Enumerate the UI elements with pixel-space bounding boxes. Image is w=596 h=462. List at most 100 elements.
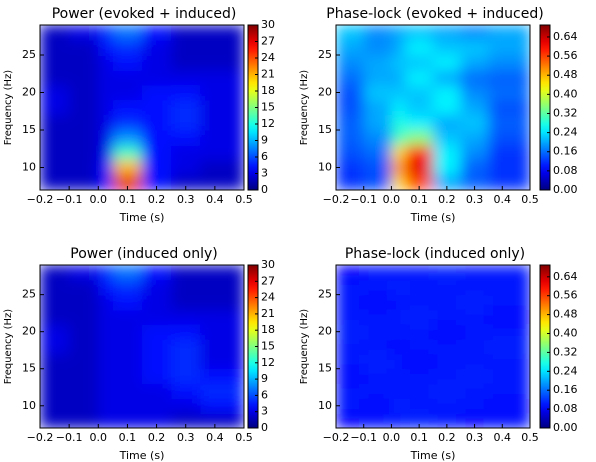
heatmap-cell bbox=[142, 383, 172, 399]
heatmap-cell bbox=[336, 70, 365, 86]
colorbar-tick-label: 0.40 bbox=[553, 87, 578, 100]
heatmap-cell bbox=[200, 40, 244, 56]
heatmap-cell bbox=[488, 70, 530, 86]
heatmap-cell bbox=[112, 398, 143, 414]
heatmap-cell bbox=[98, 353, 114, 370]
heatmap-cells bbox=[40, 25, 244, 190]
heatmap-cell bbox=[433, 339, 462, 355]
heatmap-cell bbox=[200, 265, 244, 281]
heatmap-cell bbox=[69, 25, 99, 41]
heatmap-cell bbox=[391, 353, 406, 370]
heatmap-cell bbox=[40, 279, 70, 296]
heatmap-cell bbox=[460, 353, 489, 370]
colorbar-tick-label: 0.48 bbox=[553, 68, 578, 81]
heatmap-cell bbox=[40, 40, 70, 56]
heatmap-cell bbox=[171, 324, 201, 340]
axes-frame bbox=[335, 24, 531, 191]
x-tick-label: −0.2 bbox=[27, 431, 54, 444]
x-tick-label: 0.5 bbox=[521, 431, 539, 444]
y-tick-label: 20 bbox=[318, 325, 332, 338]
heatmap-cell bbox=[363, 55, 392, 71]
heatmap-cell bbox=[391, 309, 406, 325]
heatmap-cell bbox=[69, 70, 99, 86]
heatmap-cell bbox=[391, 145, 406, 161]
heatmap-cell bbox=[98, 55, 114, 71]
heatmap-cell bbox=[171, 175, 201, 190]
heatmap-cell bbox=[336, 294, 365, 310]
colorbar-tick-label: 27 bbox=[261, 274, 275, 287]
heatmap-cell bbox=[112, 279, 143, 296]
heatmap-cell bbox=[363, 130, 392, 146]
x-tick-label: 0.5 bbox=[521, 193, 539, 206]
heatmap-cell bbox=[405, 279, 434, 296]
heatmap-cell bbox=[171, 265, 201, 281]
heatmap-cell bbox=[112, 40, 143, 56]
colorbar-tick-label: 0.56 bbox=[553, 289, 578, 302]
heatmap-cell bbox=[433, 160, 462, 176]
heatmap-cell bbox=[363, 294, 392, 310]
colorbar-tick-label: 24 bbox=[261, 291, 275, 304]
heatmap-cell bbox=[200, 145, 244, 161]
heatmap-cell bbox=[363, 324, 392, 340]
heatmap-cell bbox=[460, 145, 489, 161]
heatmap-cells bbox=[336, 265, 530, 428]
heatmap-cell bbox=[69, 279, 99, 296]
heatmap-cell bbox=[142, 145, 172, 161]
heatmap-cell bbox=[40, 85, 70, 101]
panel: −0.2 −0.1 0.0 0.1 0.2 0.3 0.4 0.5 10 15 20 25 Phase-… bbox=[299, 246, 578, 462]
heatmap-cell bbox=[98, 25, 114, 41]
heatmap-cell bbox=[336, 368, 365, 385]
colorbar-tick-label: 0.24 bbox=[553, 364, 578, 377]
heatmap-cell bbox=[405, 115, 434, 131]
y-tick-label: 15 bbox=[22, 123, 36, 136]
heatmap-cell bbox=[460, 70, 489, 86]
heatmap-cell bbox=[112, 339, 143, 355]
x-tick-label: 0.1 bbox=[119, 193, 137, 206]
y-tick-label: 10 bbox=[318, 399, 332, 412]
heatmap-cell bbox=[69, 130, 99, 146]
heatmap-cell bbox=[200, 353, 244, 370]
heatmap-cell bbox=[433, 413, 462, 428]
heatmap-cell bbox=[391, 25, 406, 41]
heatmap-area bbox=[40, 25, 244, 190]
heatmap-cell bbox=[363, 339, 392, 355]
heatmap-cell bbox=[171, 398, 201, 414]
heatmap-cell bbox=[142, 115, 172, 131]
heatmap-cell bbox=[171, 130, 201, 146]
x-tick-label: 0.4 bbox=[206, 193, 224, 206]
x-tick-label: −0.1 bbox=[350, 431, 377, 444]
heatmap-cell bbox=[40, 175, 70, 190]
heatmap-cell bbox=[69, 413, 99, 428]
heatmap-cell bbox=[142, 368, 172, 385]
heatmap-cell bbox=[171, 294, 201, 310]
heatmap-cell bbox=[391, 294, 406, 310]
heatmap-cell bbox=[405, 353, 434, 370]
x-tick-label: −0.2 bbox=[323, 193, 350, 206]
x-axis-label: Time (s) bbox=[119, 449, 165, 462]
panel: −0.2 −0.1 0.0 0.1 0.2 0.3 0.4 0.5 10 15 20 25 Phase-… bbox=[299, 6, 578, 224]
heatmap-cell bbox=[112, 70, 143, 86]
heatmap-cell bbox=[488, 25, 530, 41]
heatmap-cell bbox=[142, 130, 172, 146]
heatmap-cell bbox=[488, 368, 530, 385]
heatmap-cell bbox=[460, 85, 489, 101]
heatmap-cell bbox=[460, 100, 489, 116]
heatmap-cell bbox=[336, 413, 365, 428]
heatmap-cell bbox=[363, 115, 392, 131]
heatmap-cell bbox=[391, 85, 406, 101]
heatmap-cell bbox=[171, 339, 201, 355]
heatmap-cell bbox=[171, 100, 201, 116]
heatmap-cell bbox=[488, 115, 530, 131]
heatmap-cell bbox=[336, 40, 365, 56]
heatmap-cell bbox=[336, 175, 365, 190]
heatmap-cell bbox=[98, 368, 114, 385]
heatmap-cell bbox=[391, 55, 406, 71]
heatmap-cell bbox=[363, 160, 392, 176]
heatmap-cell bbox=[336, 265, 365, 281]
colorbar-tick-label: 27 bbox=[261, 35, 275, 48]
heatmap-cell bbox=[40, 398, 70, 414]
heatmap-cell bbox=[460, 25, 489, 41]
colorbar-tick-label: 24 bbox=[261, 51, 275, 64]
heatmap-cell bbox=[336, 353, 365, 370]
heatmap-cell bbox=[391, 175, 406, 190]
